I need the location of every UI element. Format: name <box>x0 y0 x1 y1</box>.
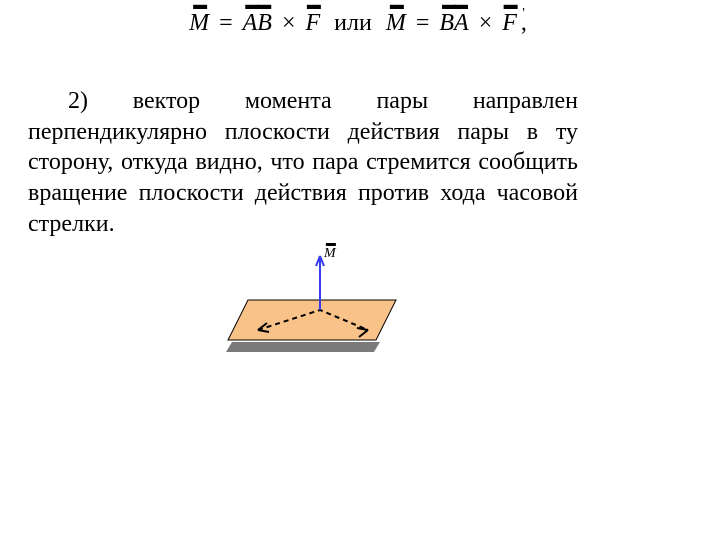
overbar-icon: ▬ <box>324 238 336 249</box>
cross-1: × <box>278 10 300 36</box>
vector-AB: ▬▬ AB <box>243 10 272 37</box>
plane-shape <box>228 300 396 340</box>
overbar-icon: ▬ <box>386 0 406 14</box>
formula-line: ▬ M = ▬▬ AB × ▬ F или ▬ M = ▬▬ BA × ▬ F … <box>0 10 720 37</box>
item-number: 2) <box>68 88 88 114</box>
vector-F2: ▬ F ' <box>502 10 517 37</box>
vector-BA: ▬▬ BA <box>439 10 468 37</box>
overbar-icon: ▬ <box>305 0 320 14</box>
plane-shadow-shape <box>226 342 380 352</box>
moment-label: ▬ M <box>324 246 336 262</box>
page: ▬ M = ▬▬ AB × ▬ F или ▬ M = ▬▬ BA × ▬ F … <box>0 0 720 540</box>
prime-mark: ' <box>522 6 525 22</box>
cross-2: × <box>475 10 497 36</box>
equals-1: = <box>215 10 237 36</box>
vector-M2: ▬ M <box>386 10 406 37</box>
overbar-icon: ▬▬ <box>439 0 468 14</box>
vector-M1: ▬ M <box>189 10 209 37</box>
diagram-svg <box>208 242 436 392</box>
moment-diagram: ▬ M <box>208 242 436 392</box>
vector-F1: ▬ F <box>305 10 320 37</box>
equals-2: = <box>412 10 434 36</box>
paragraph-body: 2) вектор момента пары направлен перпенд… <box>28 86 578 240</box>
overbar-icon: ▬ <box>189 0 209 14</box>
or-word: или <box>326 10 380 36</box>
overbar-icon: ▬ <box>502 0 517 14</box>
overbar-icon: ▬▬ <box>243 0 272 14</box>
paragraph-text: вектор момента пары направлен перпендику… <box>28 88 578 237</box>
